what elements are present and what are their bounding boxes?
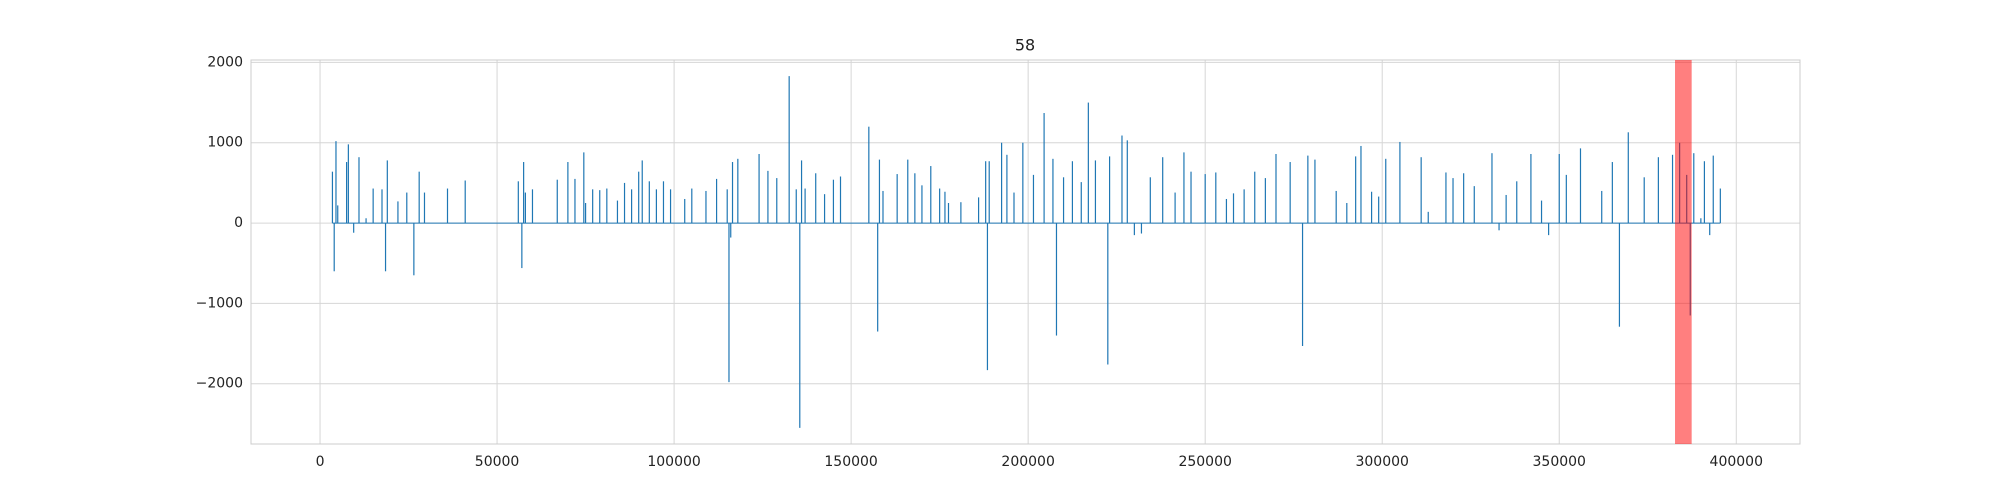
y-tick-label: 1000 <box>207 135 243 151</box>
x-tick-label: 300000 <box>1355 454 1408 470</box>
x-tick-label: 100000 <box>647 454 700 470</box>
y-tick-label: 2000 <box>207 54 243 70</box>
chart-title: 58 <box>1015 36 1035 55</box>
y-tick-label: 0 <box>234 215 243 231</box>
x-tick-label: 150000 <box>824 454 877 470</box>
x-tick-label: 400000 <box>1710 454 1763 470</box>
highlight-span <box>1675 60 1692 444</box>
x-tick-label: 50000 <box>475 454 520 470</box>
x-tick-label: 250000 <box>1178 454 1231 470</box>
x-tick-label: 200000 <box>1001 454 1054 470</box>
y-tick-label: −1000 <box>196 295 243 311</box>
x-tick-label: 350000 <box>1533 454 1586 470</box>
x-tick-label: 0 <box>316 454 325 470</box>
plot-frame <box>250 59 1801 445</box>
y-tick-label: −2000 <box>196 376 243 392</box>
